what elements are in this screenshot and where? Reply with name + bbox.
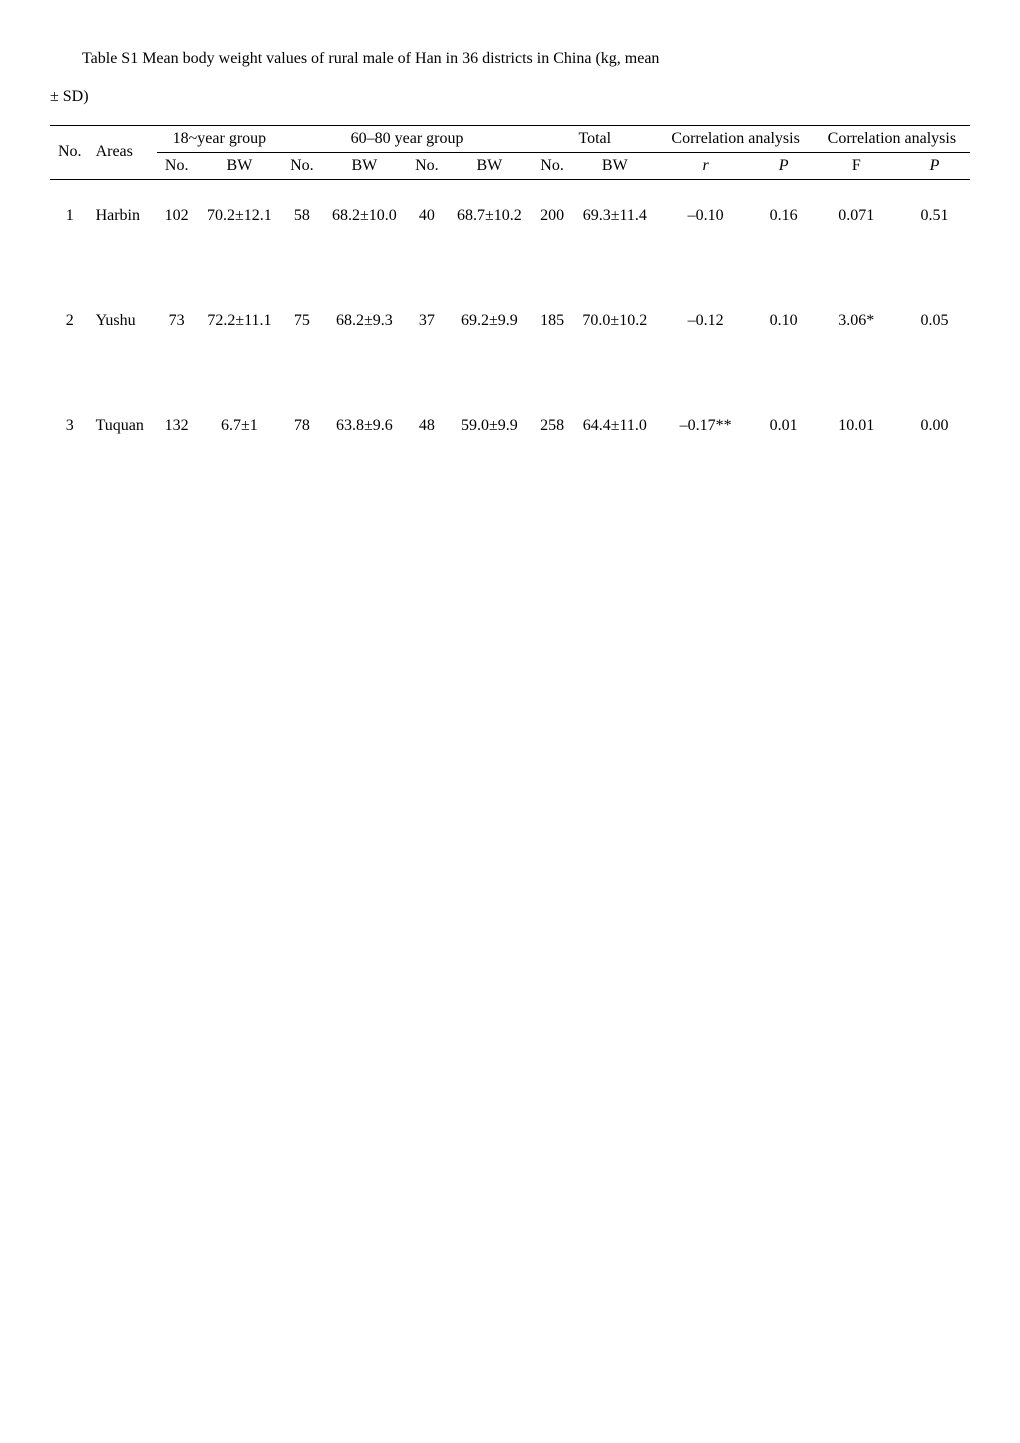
cell: 59.0±9.9	[447, 390, 532, 461]
cell: 63.8±9.6	[322, 390, 407, 461]
table-row: 2 Yushu 73 72.2±11.1 75 68.2±9.3 37 69.2…	[50, 285, 970, 356]
sub-p-1: P	[754, 152, 814, 179]
data-table: No. Areas 18~year group 60–80 year group…	[50, 125, 970, 564]
cell: 78	[282, 390, 322, 461]
caption-line-1: Table S1 Mean body weight values of rura…	[82, 50, 659, 67]
cell-area: Tuquan	[90, 390, 157, 461]
cell: 40	[407, 179, 447, 251]
cell: 72.2±11.1	[197, 285, 282, 356]
cell-n: 3	[50, 390, 90, 461]
cell: 0.16	[754, 179, 814, 251]
sub-no-4: No.	[532, 152, 572, 179]
cell: 69.3±11.4	[572, 179, 657, 251]
sub-no-2: No.	[282, 152, 322, 179]
cell: 0.05	[899, 285, 970, 356]
cell: 3.06*	[814, 285, 899, 356]
table-caption: Table S1 Mean body weight values of rura…	[50, 40, 970, 117]
cell: 75	[282, 285, 322, 356]
cell: 0.51	[899, 179, 970, 251]
sub-r-1: r	[658, 152, 754, 179]
cell: 70.2±12.1	[197, 179, 282, 251]
col-g60: 60–80 year group	[282, 125, 532, 152]
sub-bw-3: BW	[447, 152, 532, 179]
cell: 6.7±1	[197, 390, 282, 461]
cell: 0.10	[754, 285, 814, 356]
cell: 102	[157, 179, 197, 251]
table-row: 3 Tuquan 132 6.7±1 78 63.8±9.6 48 59.0±9…	[50, 390, 970, 461]
cell-area: Harbin	[90, 179, 157, 251]
col-corr-1: Correlation analysis	[658, 125, 814, 152]
sub-f: F	[814, 152, 899, 179]
cell: 70.0±10.2	[572, 285, 657, 356]
cell: 68.2±9.3	[322, 285, 407, 356]
cell: –0.10	[658, 179, 754, 251]
sub-bw-4: BW	[572, 152, 657, 179]
cell: 258	[532, 390, 572, 461]
cell: 0.071	[814, 179, 899, 251]
cell: 0.01	[754, 390, 814, 461]
col-total: Total	[532, 125, 657, 152]
cell: –0.12	[658, 285, 754, 356]
caption-line-2: ± SD)	[50, 88, 89, 105]
col-no: No.	[50, 125, 90, 179]
sub-p-2: P	[899, 152, 970, 179]
cell: 73	[157, 285, 197, 356]
sub-no-1: No.	[157, 152, 197, 179]
sub-bw-1: BW	[197, 152, 282, 179]
sub-no-3: No.	[407, 152, 447, 179]
cell: 69.2±9.9	[447, 285, 532, 356]
cell: 185	[532, 285, 572, 356]
col-corr-2: Correlation analysis	[814, 125, 970, 152]
sub-bw-2: BW	[322, 152, 407, 179]
cell-n: 1	[50, 179, 90, 251]
table-row: 1 Harbin 102 70.2±12.1 58 68.2±10.0 40 6…	[50, 179, 970, 251]
cell-area: Yushu	[90, 285, 157, 356]
cell: 68.2±10.0	[322, 179, 407, 251]
col-areas: Areas	[90, 125, 157, 179]
cell: 200	[532, 179, 572, 251]
cell: 37	[407, 285, 447, 356]
cell-n: 2	[50, 285, 90, 356]
cell: 48	[407, 390, 447, 461]
cell: 64.4±11.0	[572, 390, 657, 461]
cell: 58	[282, 179, 322, 251]
col-g18: 18~year group	[157, 125, 282, 152]
cell: –0.17**	[658, 390, 754, 461]
cell: 132	[157, 390, 197, 461]
cell: 68.7±10.2	[447, 179, 532, 251]
cell: 0.00	[899, 390, 970, 461]
cell: 10.01	[814, 390, 899, 461]
